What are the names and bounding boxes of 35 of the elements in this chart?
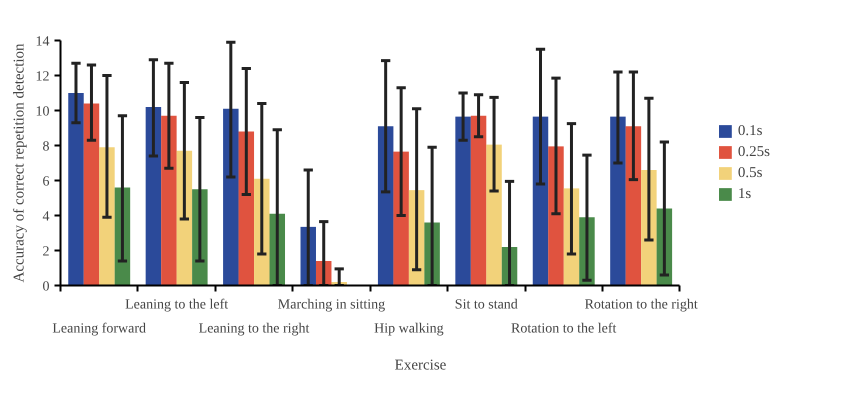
x-tick-label: Leaning to the left [125,298,228,312]
bar [532,116,548,286]
y-tick-label: 10 [36,104,50,120]
y-tick-label: 14 [36,34,50,50]
x-tick-label: Leaning to the right [198,322,310,336]
bar [610,116,626,286]
x-tick-label: Hip walking [374,322,444,336]
bar [626,126,642,286]
y-tick-label: 4 [42,210,50,224]
x-tick-label: Leaning forward [52,322,146,336]
bar [470,116,486,286]
legend-label: 1s [738,186,752,202]
legend-label: 0.5s [738,164,762,182]
y-tick-label: 2 [42,244,50,260]
x-tick-label: Rotation to the left [511,322,617,336]
x-tick-label: Marching in sitting [278,298,386,312]
legend-label: 0.1s [738,122,762,140]
bar [146,107,162,286]
x-tick-label: Sit to stand [454,298,518,312]
bar [378,126,394,286]
y-tick-label: 0 [42,280,50,294]
bar [486,144,502,286]
y-tick-label: 12 [36,70,50,84]
bar [455,116,471,286]
bar [68,93,84,286]
bar [84,104,100,286]
x-tick-label: Rotation to the right [584,298,698,312]
bar [223,108,239,286]
bar [238,132,254,286]
y-axis-title: Accuracy of correct repetition detection [12,42,28,283]
legend-label: 0.25s [738,144,770,160]
bar [161,116,177,286]
y-tick-label: 8 [42,140,50,154]
y-tick-label: 6 [42,174,50,190]
x-axis-title: Exercise [394,358,447,374]
